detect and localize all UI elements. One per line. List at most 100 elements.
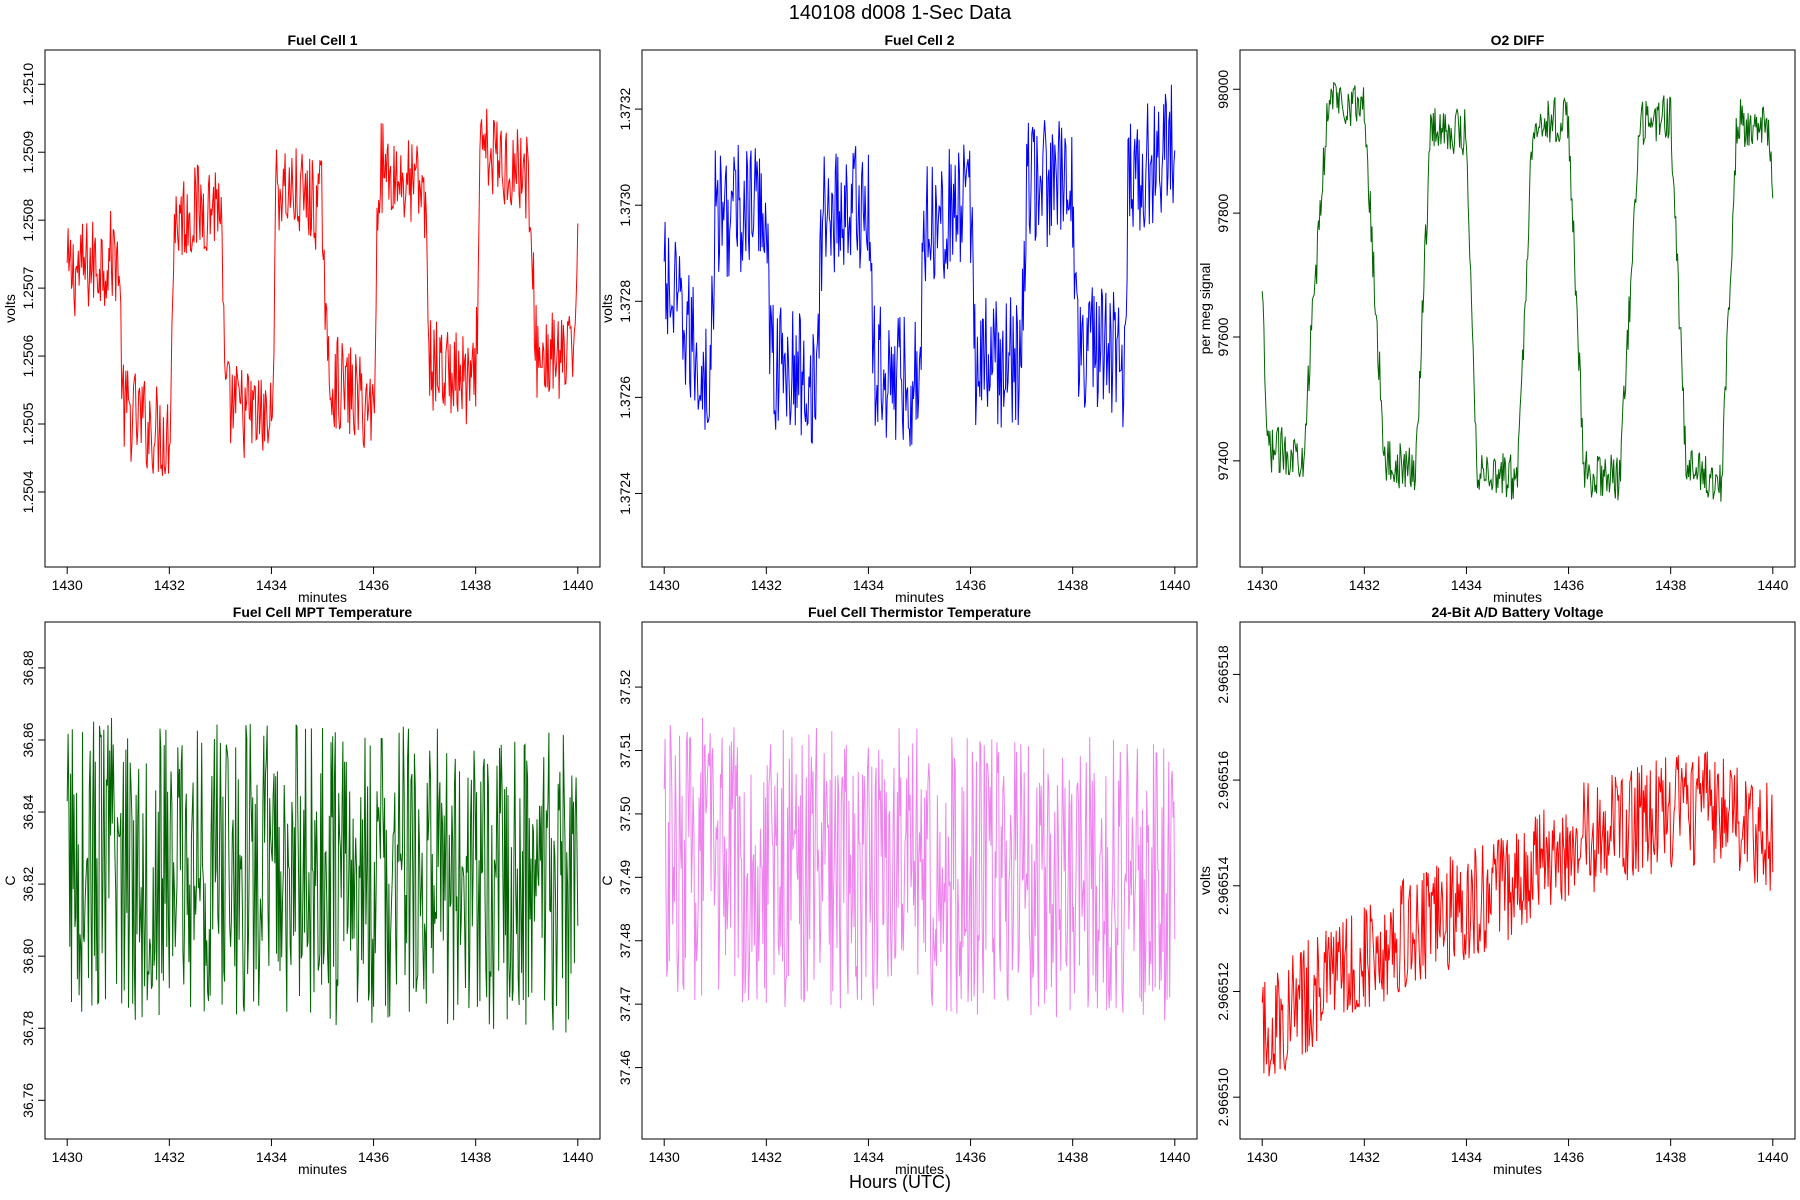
y-tick-label: 37.49 bbox=[617, 860, 633, 895]
footer-xlabel: Hours (UTC) bbox=[849, 1172, 951, 1192]
chart-panel-4: Fuel Cell MPT Temperature 1430 1432 1434 143… bbox=[2, 604, 601, 1177]
y-tick-label: 1.2509 bbox=[20, 131, 36, 174]
panel-title: Fuel Cell Thermistor Temperature bbox=[808, 604, 1031, 620]
x-tick-label: 1430 bbox=[649, 577, 680, 593]
x-tick-label: 1430 bbox=[649, 1149, 680, 1165]
chart-panel-1: Fuel Cell 1 1430 1432 1434 1436 1438 1440 minut… bbox=[2, 32, 601, 605]
chart-panels: Fuel Cell 1 1430 1432 1434 1436 1438 1440 minut… bbox=[2, 32, 1796, 1177]
chart-panel-6: 24-Bit A/D Battery Voltage 1430 1432 1434 14… bbox=[1197, 604, 1796, 1177]
plot-frame bbox=[44, 621, 601, 1140]
series-line-24-bit-a-d-battery-voltage bbox=[1261, 751, 1774, 1077]
y-tick-label: 2.966514 bbox=[1215, 856, 1231, 915]
x-tick-label: 1438 bbox=[1655, 1149, 1686, 1165]
x-tick-label: 1432 bbox=[1349, 577, 1380, 593]
y-tick-label: 1.2505 bbox=[20, 402, 36, 445]
x-tick-label: 1440 bbox=[1159, 577, 1190, 593]
x-tick-label: 1434 bbox=[853, 577, 884, 593]
x-axis-label: minutes bbox=[895, 589, 944, 605]
y-tick-label: 97800 bbox=[1215, 193, 1231, 232]
panel-title: Fuel Cell 2 bbox=[884, 32, 954, 48]
y-tick-label: 1.3724 bbox=[617, 472, 633, 515]
x-tick-label: 1438 bbox=[1057, 1149, 1088, 1165]
plot-frame bbox=[641, 621, 1198, 1140]
y-tick-label: 37.48 bbox=[617, 923, 633, 958]
y-tick-label: 36.76 bbox=[20, 1083, 36, 1118]
y-tick-label: 36.82 bbox=[20, 866, 36, 901]
x-tick-label: 1432 bbox=[1349, 1149, 1380, 1165]
y-tick-label: 37.47 bbox=[617, 986, 633, 1021]
chart-panel-5: Fuel Cell Thermistor Temperature 1430 1432… bbox=[599, 604, 1198, 1177]
x-tick-label: 1438 bbox=[1057, 577, 1088, 593]
plot-frame bbox=[1239, 49, 1796, 568]
x-tick-label: 1436 bbox=[955, 1149, 986, 1165]
y-tick-label: 2.966510 bbox=[1215, 1068, 1231, 1127]
panel-title: 24-Bit A/D Battery Voltage bbox=[1432, 604, 1604, 620]
y-tick-label: 37.52 bbox=[617, 669, 633, 704]
x-tick-label: 1432 bbox=[751, 577, 782, 593]
x-tick-label: 1440 bbox=[1159, 1149, 1190, 1165]
y-axis-label: volts bbox=[2, 294, 18, 323]
x-tick-label: 1440 bbox=[1757, 577, 1788, 593]
x-tick-label: 1436 bbox=[1553, 1149, 1584, 1165]
y-tick-label: 2.966518 bbox=[1215, 645, 1231, 704]
y-tick-label: 1.2504 bbox=[20, 470, 36, 513]
x-tick-label: 1434 bbox=[1451, 577, 1482, 593]
x-axis-label: minutes bbox=[298, 1161, 347, 1177]
x-tick-label: 1434 bbox=[256, 1149, 287, 1165]
y-tick-label: 2.966512 bbox=[1215, 962, 1231, 1021]
x-tick-label: 1440 bbox=[1757, 1149, 1788, 1165]
x-tick-label: 1436 bbox=[955, 577, 986, 593]
x-tick-label: 1432 bbox=[751, 1149, 782, 1165]
y-tick-label: 97600 bbox=[1215, 317, 1231, 356]
x-tick-label: 1438 bbox=[460, 577, 491, 593]
x-tick-label: 1436 bbox=[358, 577, 389, 593]
y-axis-label: volts bbox=[599, 294, 615, 323]
y-tick-label: 1.3732 bbox=[617, 87, 633, 130]
y-tick-label: 37.50 bbox=[617, 796, 633, 831]
x-axis-label: minutes bbox=[895, 1161, 944, 1177]
x-tick-label: 1438 bbox=[1655, 577, 1686, 593]
y-tick-label: 36.80 bbox=[20, 938, 36, 973]
x-tick-label: 1430 bbox=[52, 1149, 83, 1165]
series-line-o2-diff bbox=[1261, 81, 1774, 502]
x-tick-label: 1434 bbox=[1451, 1149, 1482, 1165]
y-tick-label: 36.84 bbox=[20, 794, 36, 829]
y-axis-label: C bbox=[599, 875, 615, 885]
x-tick-label: 1434 bbox=[256, 577, 287, 593]
panel-title: Fuel Cell 1 bbox=[287, 32, 357, 48]
x-tick-label: 1430 bbox=[52, 577, 83, 593]
y-tick-label: 37.46 bbox=[617, 1050, 633, 1085]
series-line-fuel-cell-1 bbox=[66, 108, 579, 476]
x-tick-label: 1440 bbox=[562, 577, 593, 593]
y-axis-label: per meg signal bbox=[1197, 263, 1213, 355]
y-tick-label: 1.3726 bbox=[617, 376, 633, 419]
x-tick-label: 1432 bbox=[154, 1149, 185, 1165]
panel-title: O2 DIFF bbox=[1491, 32, 1545, 48]
x-tick-label: 1434 bbox=[853, 1149, 884, 1165]
y-tick-label: 97400 bbox=[1215, 441, 1231, 480]
x-tick-label: 1430 bbox=[1247, 577, 1278, 593]
x-tick-label: 1430 bbox=[1247, 1149, 1278, 1165]
x-tick-label: 1436 bbox=[358, 1149, 389, 1165]
plot-frame bbox=[1239, 621, 1796, 1140]
panel-title: Fuel Cell MPT Temperature bbox=[233, 604, 413, 620]
y-tick-label: 1.2507 bbox=[20, 266, 36, 309]
x-axis-label: minutes bbox=[1493, 589, 1542, 605]
series-line-fuel-cell-thermistor-temperature bbox=[663, 717, 1176, 1021]
y-tick-label: 36.88 bbox=[20, 650, 36, 685]
y-tick-label: 1.3730 bbox=[617, 184, 633, 227]
y-tick-label: 1.2510 bbox=[20, 63, 36, 106]
plot-frame bbox=[44, 49, 601, 568]
y-axis-label: C bbox=[2, 875, 18, 885]
x-axis-label: minutes bbox=[298, 589, 347, 605]
y-tick-label: 1.2508 bbox=[20, 199, 36, 242]
chart-panel-2: Fuel Cell 2 1430 1432 1434 1436 1438 1440 minut… bbox=[599, 32, 1198, 605]
plot-frame bbox=[641, 49, 1198, 568]
y-tick-label: 2.966516 bbox=[1215, 751, 1231, 810]
y-tick-label: 1.3728 bbox=[617, 280, 633, 323]
x-tick-label: 1436 bbox=[1553, 577, 1584, 593]
x-tick-label: 1438 bbox=[460, 1149, 491, 1165]
x-axis-label: minutes bbox=[1493, 1161, 1542, 1177]
y-tick-label: 1.2506 bbox=[20, 334, 36, 377]
